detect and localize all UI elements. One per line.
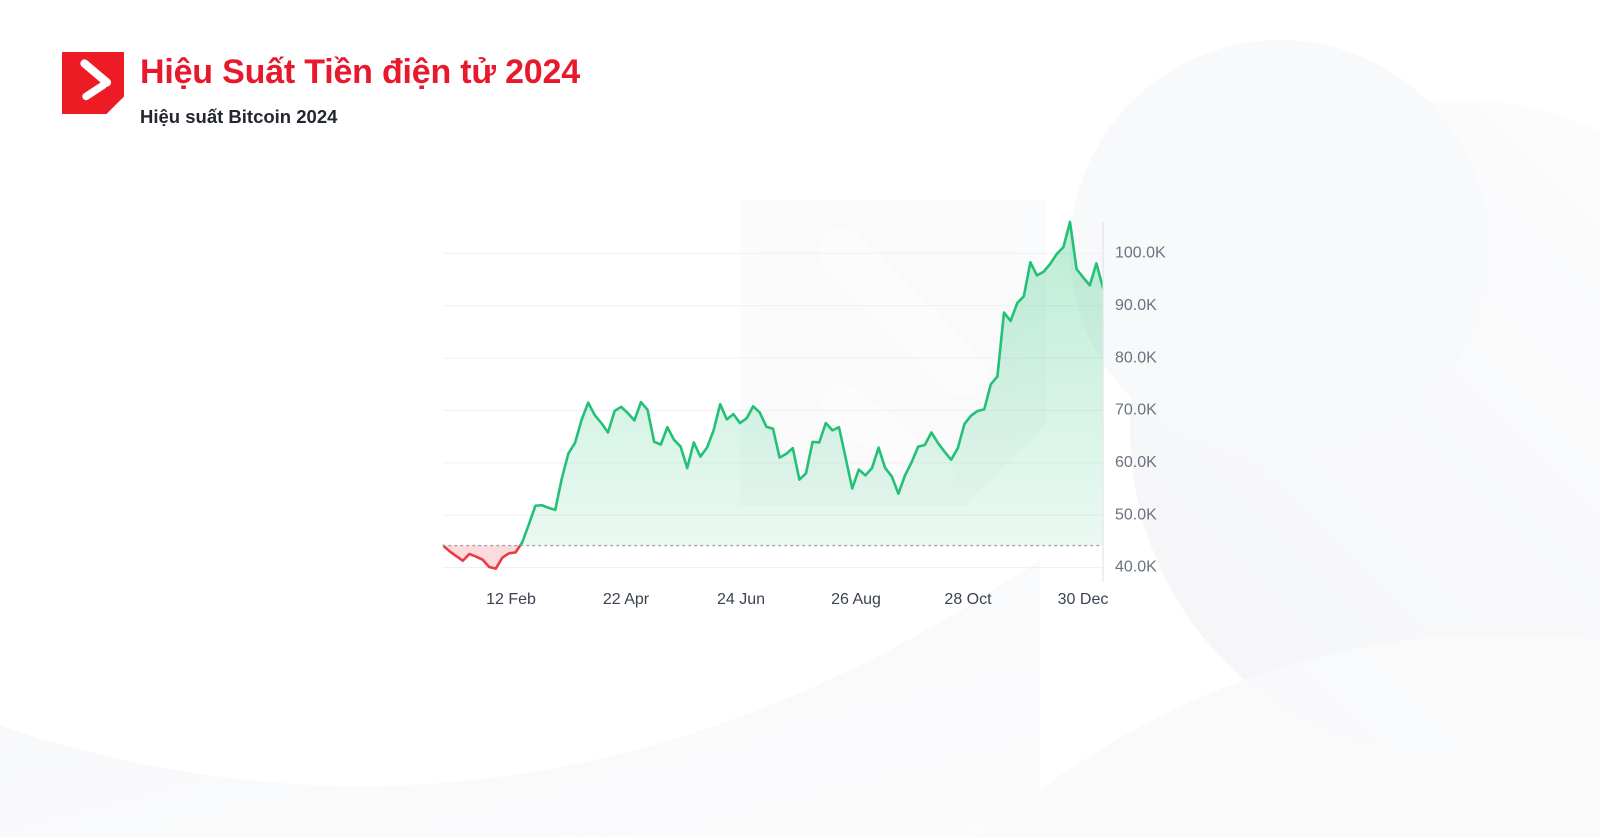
page-title: Hiệu Suất Tiền điện tử 2024 xyxy=(140,53,580,91)
y-axis-tick-label: 70.0K xyxy=(1115,402,1157,419)
x-axis-tick-label: 26 Aug xyxy=(831,591,881,608)
y-axis-tick-label: 80.0K xyxy=(1115,349,1157,366)
x-axis-tick-label: 12 Feb xyxy=(486,591,536,608)
y-axis-tick-label: 40.0K xyxy=(1115,559,1157,576)
y-axis-tick-labels: 40.0K 50.0K 60.0K 70.0K 80.0K 90.0K 100.0K xyxy=(1115,245,1166,576)
x-axis-tick-labels: 12 Feb 22 Apr 24 Jun 26 Aug 28 Oct 30 Dec xyxy=(486,591,1108,608)
y-axis-tick-label: 60.0K xyxy=(1115,454,1157,471)
page-header: Hiệu Suất Tiền điện tử 2024 Hiệu suất Bi… xyxy=(62,50,580,128)
y-axis-tick-label: 50.0K xyxy=(1115,506,1157,523)
chart-area-fill xyxy=(443,222,1103,569)
x-axis-tick-label: 24 Jun xyxy=(717,591,765,608)
x-axis-tick-label: 22 Apr xyxy=(603,591,650,608)
x-axis-tick-label: 30 Dec xyxy=(1058,591,1109,608)
y-axis-tick-label: 90.0K xyxy=(1115,297,1157,314)
document-edit-logo-icon xyxy=(62,52,124,114)
y-axis-tick-label: 100.0K xyxy=(1115,245,1166,262)
x-axis-tick-label: 28 Oct xyxy=(944,591,992,608)
page-subtitle: Hiệu suất Bitcoin 2024 xyxy=(140,106,338,128)
